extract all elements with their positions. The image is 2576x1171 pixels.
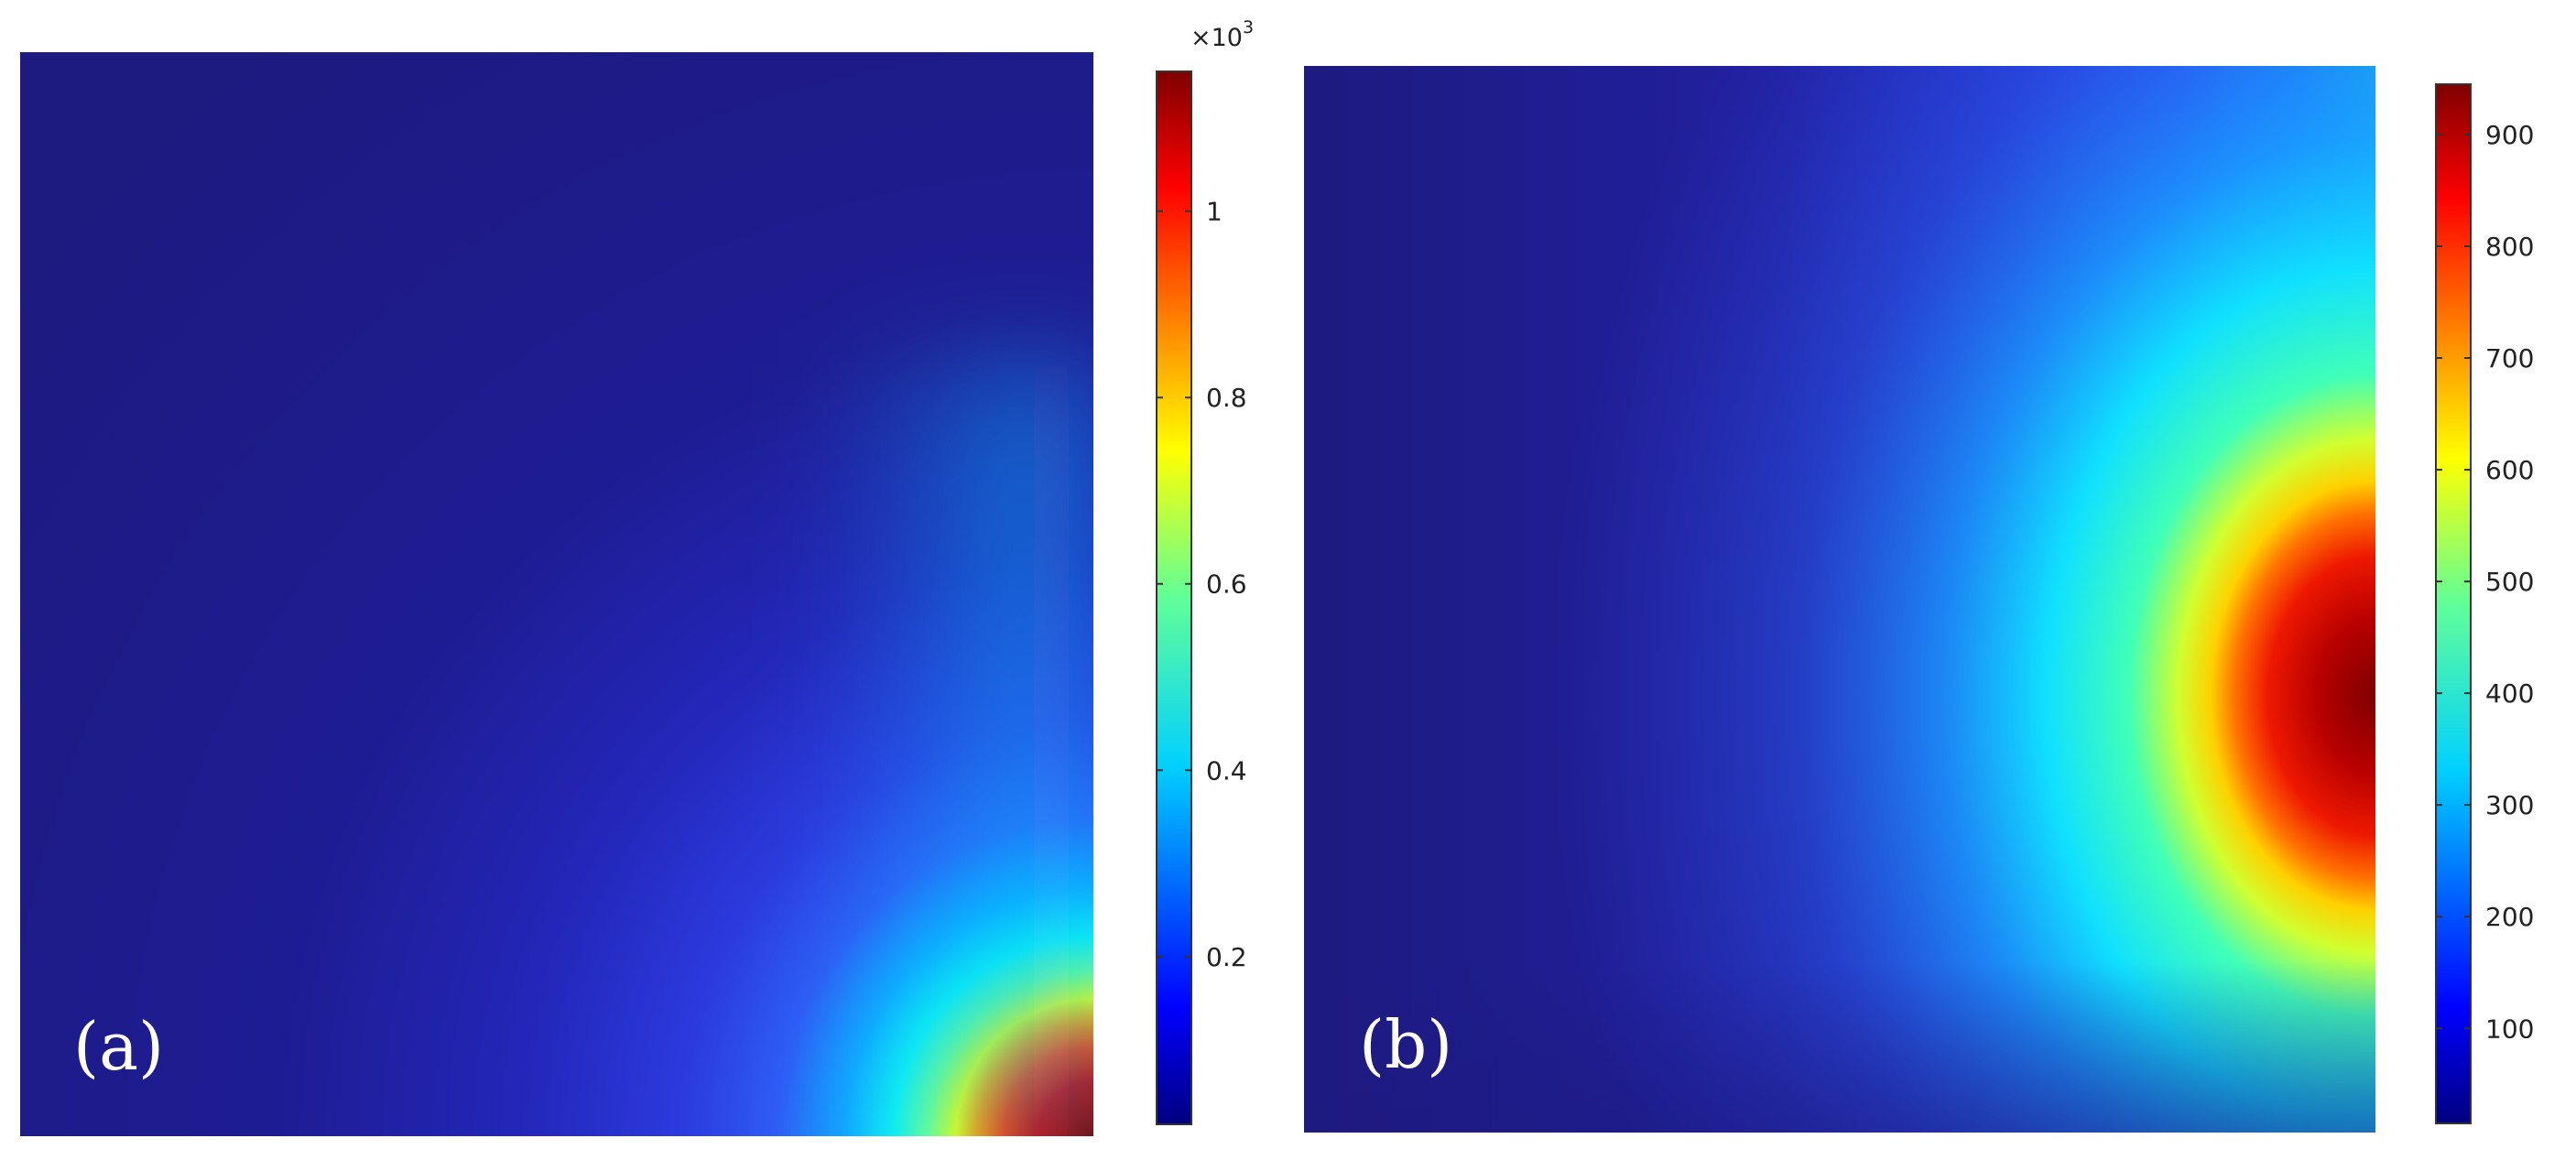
colorbar-tick-label: 0.2 (1206, 942, 1247, 972)
panel-a: (a) 0.2 0.4 0.6 0.8 1 ×103 (20, 17, 1254, 1136)
colorbar-tick-label: 400 (2485, 678, 2534, 709)
panel-b-hotspot (1304, 66, 2375, 1133)
panel-b-label: (b) (1359, 1006, 1452, 1083)
panel-a-label: (a) (73, 1008, 164, 1085)
colorbar-tick-label: 0.6 (1206, 569, 1247, 600)
panel-b-bottom-shade (1304, 961, 2375, 1133)
colorbar-a: 0.2 0.4 0.6 0.8 1 ×103 (1156, 17, 1254, 1125)
colorbar-tick-label: 700 (2485, 343, 2534, 374)
colorbar-tick-label: 0.4 (1206, 755, 1247, 786)
colorbar-a-bar (1156, 70, 1192, 1125)
panel-a-edge-glow (824, 366, 1093, 1136)
colorbar-tick-label: 800 (2485, 232, 2534, 262)
colorbar-tick-label: 100 (2485, 1014, 2534, 1044)
colorbar-tick-label: 300 (2485, 790, 2534, 820)
panel-b: (b) 100 200 300 400 500 600 700 800 900 (1304, 66, 2534, 1133)
colorbar-b-bar (2435, 83, 2472, 1124)
colorbar-b: 100 200 300 400 500 600 700 800 900 (2435, 83, 2534, 1124)
colorbar-tick-label: 500 (2485, 567, 2534, 597)
colorbar-tick-label: 1 (1206, 197, 1223, 227)
colorbar-tick-label: 200 (2485, 902, 2534, 932)
colorbar-tick-label: 600 (2485, 455, 2534, 485)
colorbar-tick-label: 0.8 (1206, 383, 1247, 413)
colorbar-a-ticks: 0.2 0.4 0.6 0.8 1 (1157, 197, 1247, 972)
colorbar-tick-label: 900 (2485, 120, 2534, 150)
colorbar-b-ticks: 100 200 300 400 500 600 700 800 900 (2436, 120, 2534, 1044)
colorbar-a-multiplier: ×103 (1190, 17, 1254, 52)
